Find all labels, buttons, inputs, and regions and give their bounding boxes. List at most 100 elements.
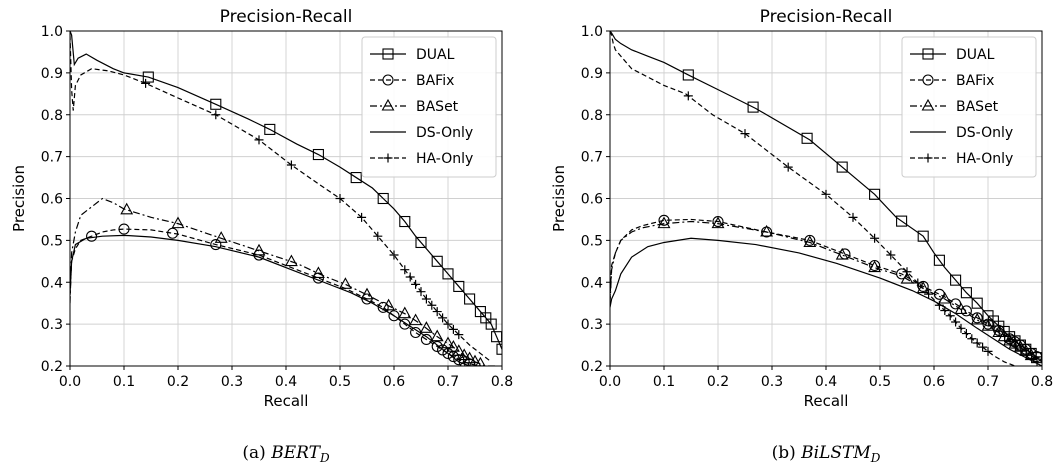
data-point xyxy=(448,324,458,334)
series-ha-only xyxy=(610,31,1016,366)
y-tick-label: 0.5 xyxy=(41,233,63,249)
data-point xyxy=(951,317,961,327)
data-point xyxy=(382,298,396,311)
data-point xyxy=(167,227,179,239)
data-point xyxy=(405,272,415,282)
y-tick-label: 0.8 xyxy=(581,108,603,124)
series-dual xyxy=(70,31,502,355)
data-point xyxy=(427,300,437,310)
data-point xyxy=(463,351,477,364)
data-point xyxy=(360,287,374,300)
data-point xyxy=(821,189,831,199)
data-point xyxy=(954,302,968,315)
data-point xyxy=(783,162,793,172)
data-point xyxy=(389,250,399,260)
data-point xyxy=(452,344,466,356)
data-point xyxy=(971,297,983,309)
data-point xyxy=(1019,344,1033,356)
series-baset xyxy=(610,216,1042,363)
series-line xyxy=(70,228,486,366)
series-line xyxy=(610,218,1042,361)
legend-marker xyxy=(381,98,395,111)
data-point xyxy=(254,135,264,145)
plot-area xyxy=(610,31,1042,366)
data-point xyxy=(475,356,486,366)
data-point xyxy=(972,338,982,348)
data-point xyxy=(335,194,345,203)
legend-entry-baset: BASet xyxy=(910,98,999,115)
data-point xyxy=(981,319,995,331)
y-tick-label: 0.3 xyxy=(581,317,603,333)
data-point xyxy=(945,311,955,321)
y-tick-label: 0.8 xyxy=(41,108,63,124)
data-point xyxy=(338,277,352,289)
x-tick-label: 0.6 xyxy=(383,374,405,390)
data-point xyxy=(210,239,222,251)
y-axis: 0.2 0.3 0.4 0.5 0.6 0.7 0.8 0.9 1.0 xyxy=(41,24,70,375)
data-point xyxy=(286,160,296,170)
figure-caption: (b) BiLSTMD xyxy=(772,443,881,465)
legend-label: DUAL xyxy=(956,47,995,63)
legend-entry-ds-only: DS-Only xyxy=(910,125,1013,141)
x-tick-label: 0.2 xyxy=(167,374,189,390)
data-point xyxy=(657,216,671,229)
caption-subscript: D xyxy=(870,451,881,465)
legend-label: BASet xyxy=(956,99,999,115)
legend-label: HA-Only xyxy=(956,151,1013,167)
legend-entry-ha-only: HA-Only xyxy=(370,151,473,167)
series-line xyxy=(70,35,492,363)
y-tick-label: 0.7 xyxy=(41,150,63,166)
data-point xyxy=(848,212,858,222)
legend-entry-ds-only: DS-Only xyxy=(370,125,473,141)
y-tick-label: 0.9 xyxy=(41,66,63,82)
data-point xyxy=(464,293,476,305)
x-tick-label: 0.1 xyxy=(113,374,135,390)
legend-label: HA-Only xyxy=(416,151,473,167)
data-point xyxy=(171,216,185,229)
plot-area xyxy=(70,31,502,366)
data-point xyxy=(211,110,221,120)
data-point xyxy=(311,266,325,279)
series-ds-only xyxy=(70,234,470,366)
legend-entry-bafix: BAFix xyxy=(910,73,994,89)
data-point xyxy=(443,319,453,329)
caption-prefix: (a) xyxy=(242,443,271,463)
data-point xyxy=(870,233,880,243)
chart-bilstm: 0.0 0.1 0.2 0.3 0.4 0.5 0.6 0.7 0.80.20.30.40.50… xyxy=(550,7,1053,465)
x-tick-label: 0.0 xyxy=(599,374,621,390)
data-point xyxy=(438,313,448,323)
data-point xyxy=(902,267,912,277)
x-axis: 0.0 0.1 0.2 0.3 0.4 0.5 0.6 0.7 0.8 xyxy=(599,366,1053,390)
legend-box xyxy=(361,36,497,178)
legend-label: DS-Only xyxy=(956,125,1013,141)
data-point xyxy=(416,287,426,297)
legend-label: BAFix xyxy=(416,73,454,89)
legend-label: BAFix xyxy=(956,73,994,89)
x-tick-label: 0.8 xyxy=(1031,374,1053,390)
caption-subscript: D xyxy=(319,451,330,465)
data-point xyxy=(940,306,950,316)
data-point xyxy=(938,291,952,304)
data-point xyxy=(284,254,298,267)
x-axis: 0.0 0.1 0.2 0.3 0.4 0.5 0.6 0.7 0.8 xyxy=(59,366,513,390)
data-point xyxy=(118,223,130,235)
legend-marker xyxy=(923,153,933,163)
data-point xyxy=(415,236,427,249)
data-point xyxy=(264,123,276,135)
legend-marker xyxy=(382,74,394,86)
data-point xyxy=(886,250,896,260)
x-tick-label: 0.8 xyxy=(491,374,513,390)
y-tick-label: 0.6 xyxy=(581,192,603,208)
data-point xyxy=(420,333,432,346)
data-point xyxy=(496,343,502,355)
legend-entry-dual: DUAL xyxy=(370,47,455,63)
y-tick-label: 0.7 xyxy=(581,150,603,166)
data-point xyxy=(1013,340,1027,352)
series-ha-only xyxy=(70,35,492,363)
series-line xyxy=(70,234,470,366)
y-tick-label: 1.0 xyxy=(581,24,603,40)
y-tick-label: 1.0 xyxy=(41,24,63,40)
data-point xyxy=(446,340,460,352)
data-point xyxy=(377,301,389,313)
